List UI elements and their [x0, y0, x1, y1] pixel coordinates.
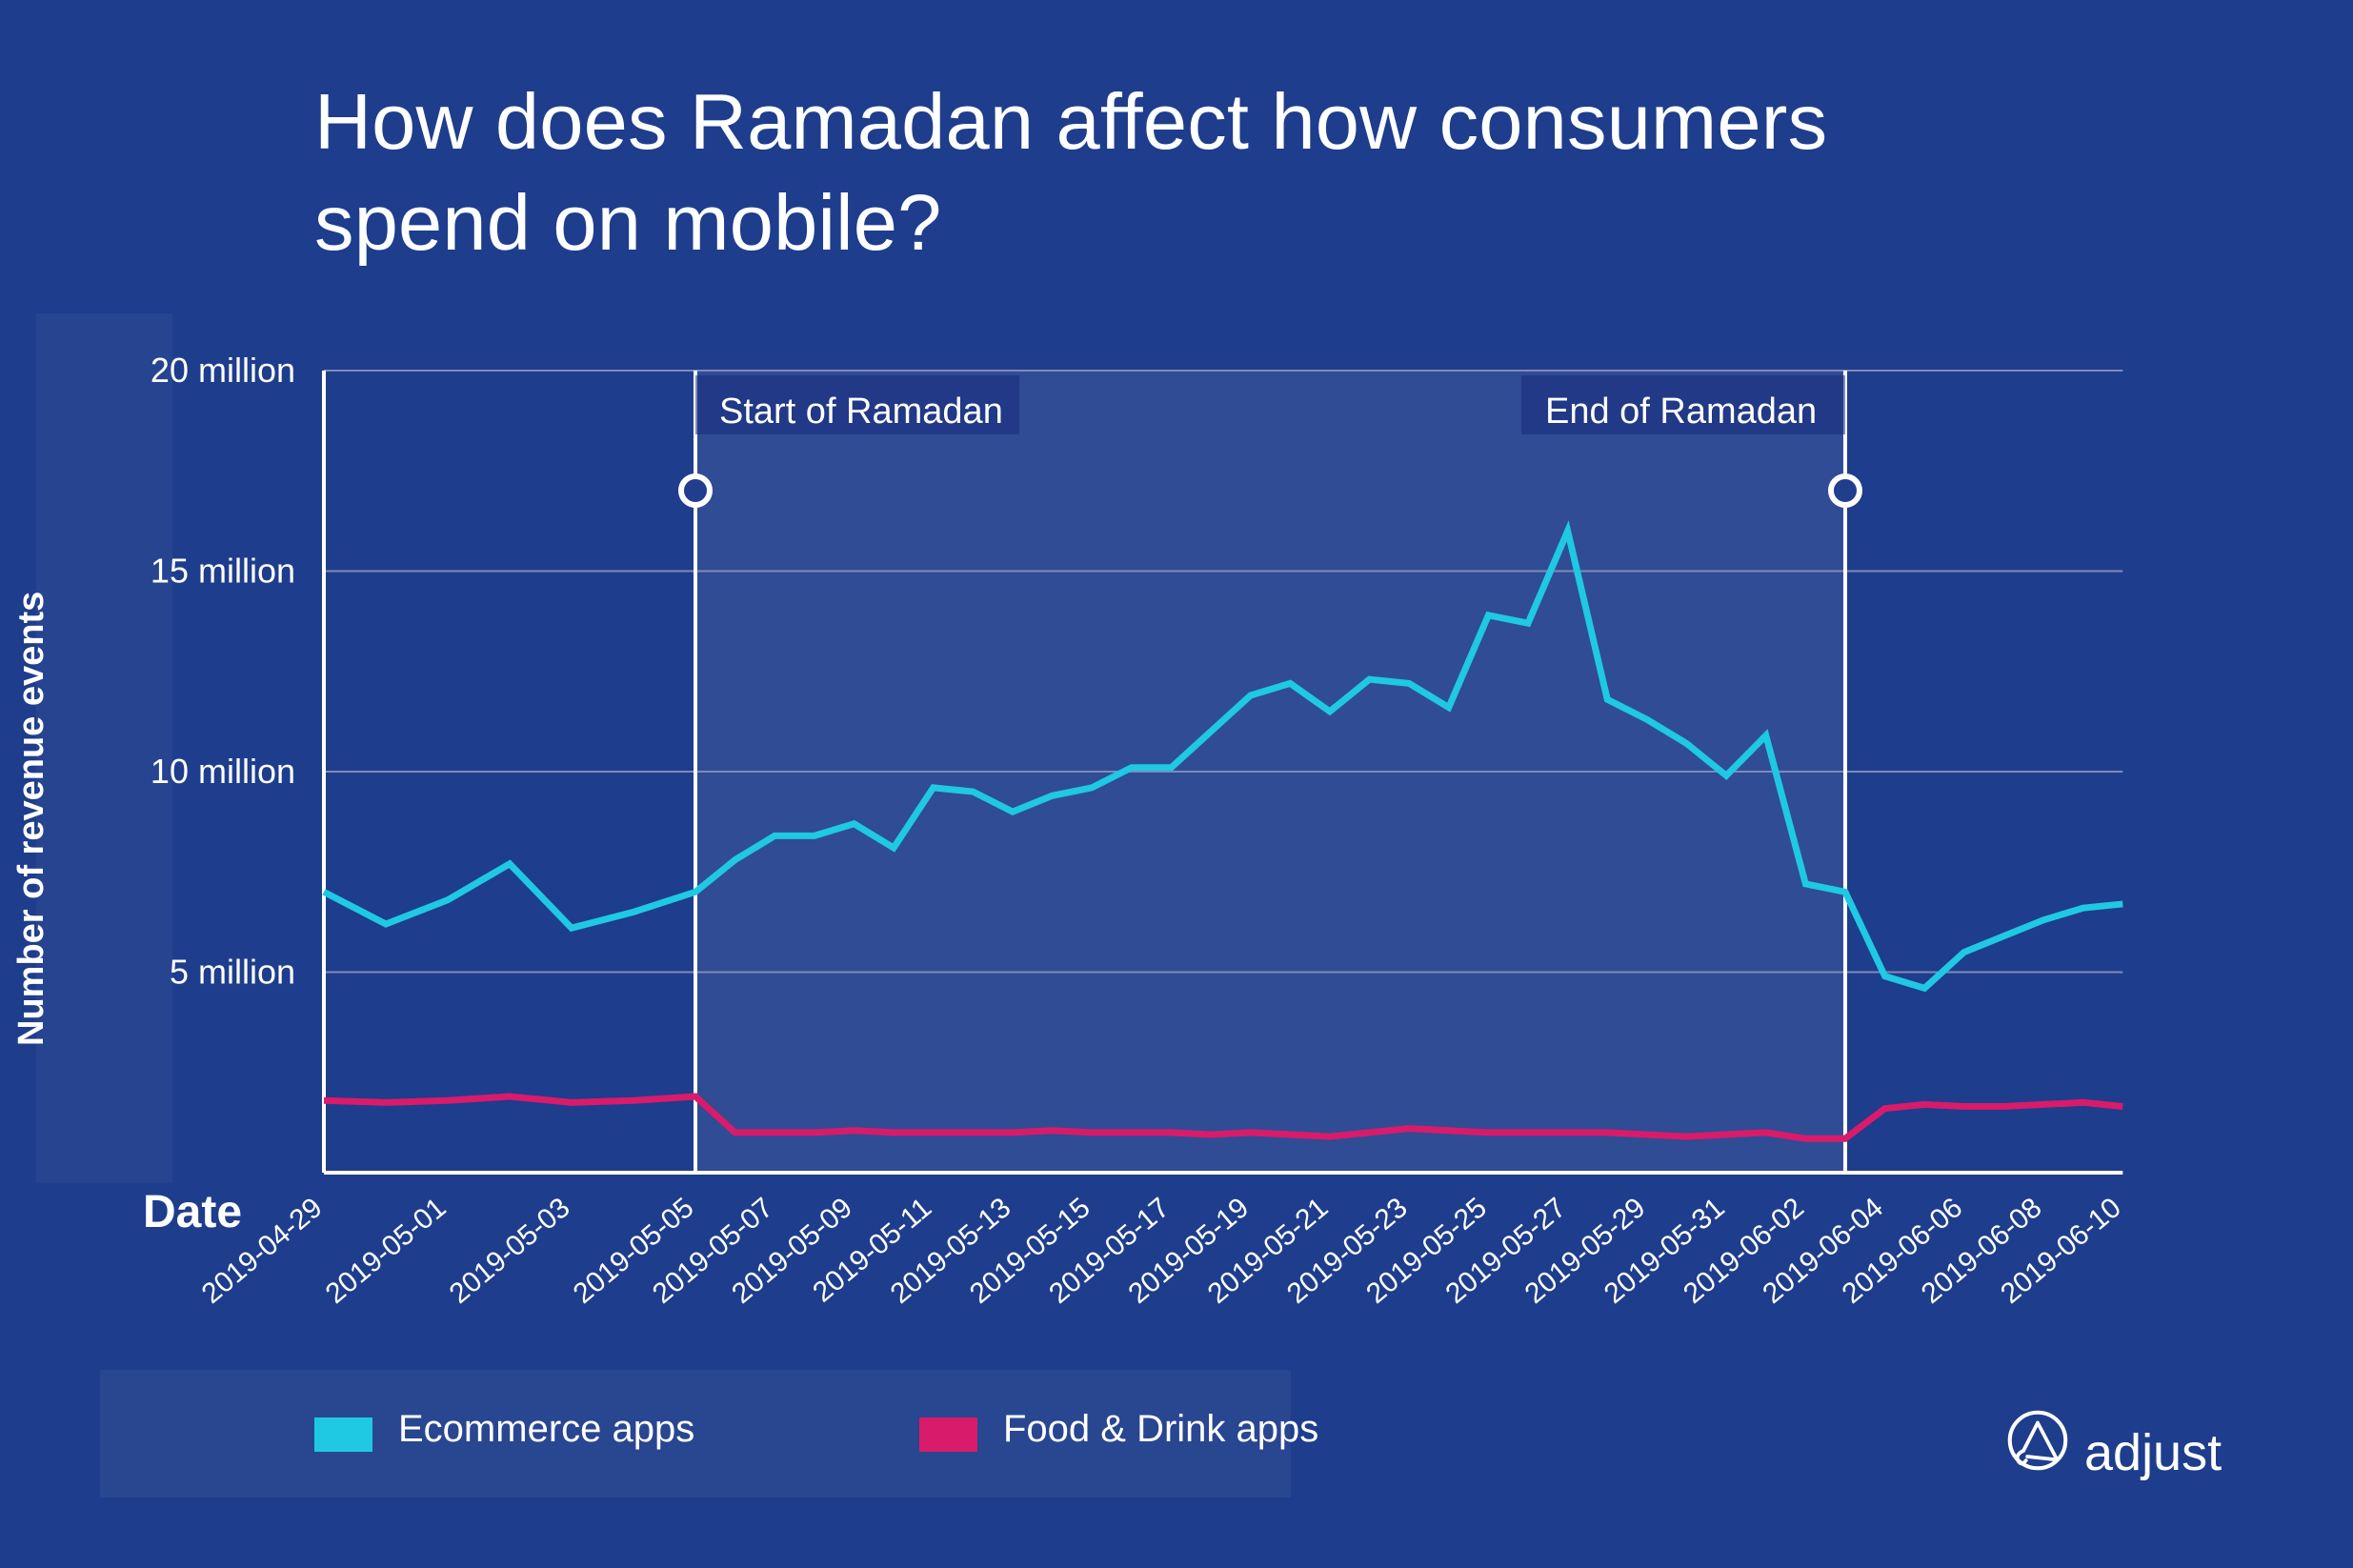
svg-text:2019-05-03: 2019-05-03: [444, 1192, 576, 1310]
svg-text:15 million: 15 million: [151, 552, 295, 591]
svg-text:2019-05-01: 2019-05-01: [320, 1192, 452, 1310]
svg-text:20 million: 20 million: [151, 351, 295, 390]
svg-text:10 million: 10 million: [151, 752, 295, 791]
svg-text:5 million: 5 million: [170, 953, 295, 992]
svg-text:2019-04-29: 2019-04-29: [196, 1192, 329, 1310]
svg-text:End of Ramadan: End of Ramadan: [1545, 392, 1817, 432]
svg-text:Start of Ramadan: Start of Ramadan: [719, 392, 1003, 432]
